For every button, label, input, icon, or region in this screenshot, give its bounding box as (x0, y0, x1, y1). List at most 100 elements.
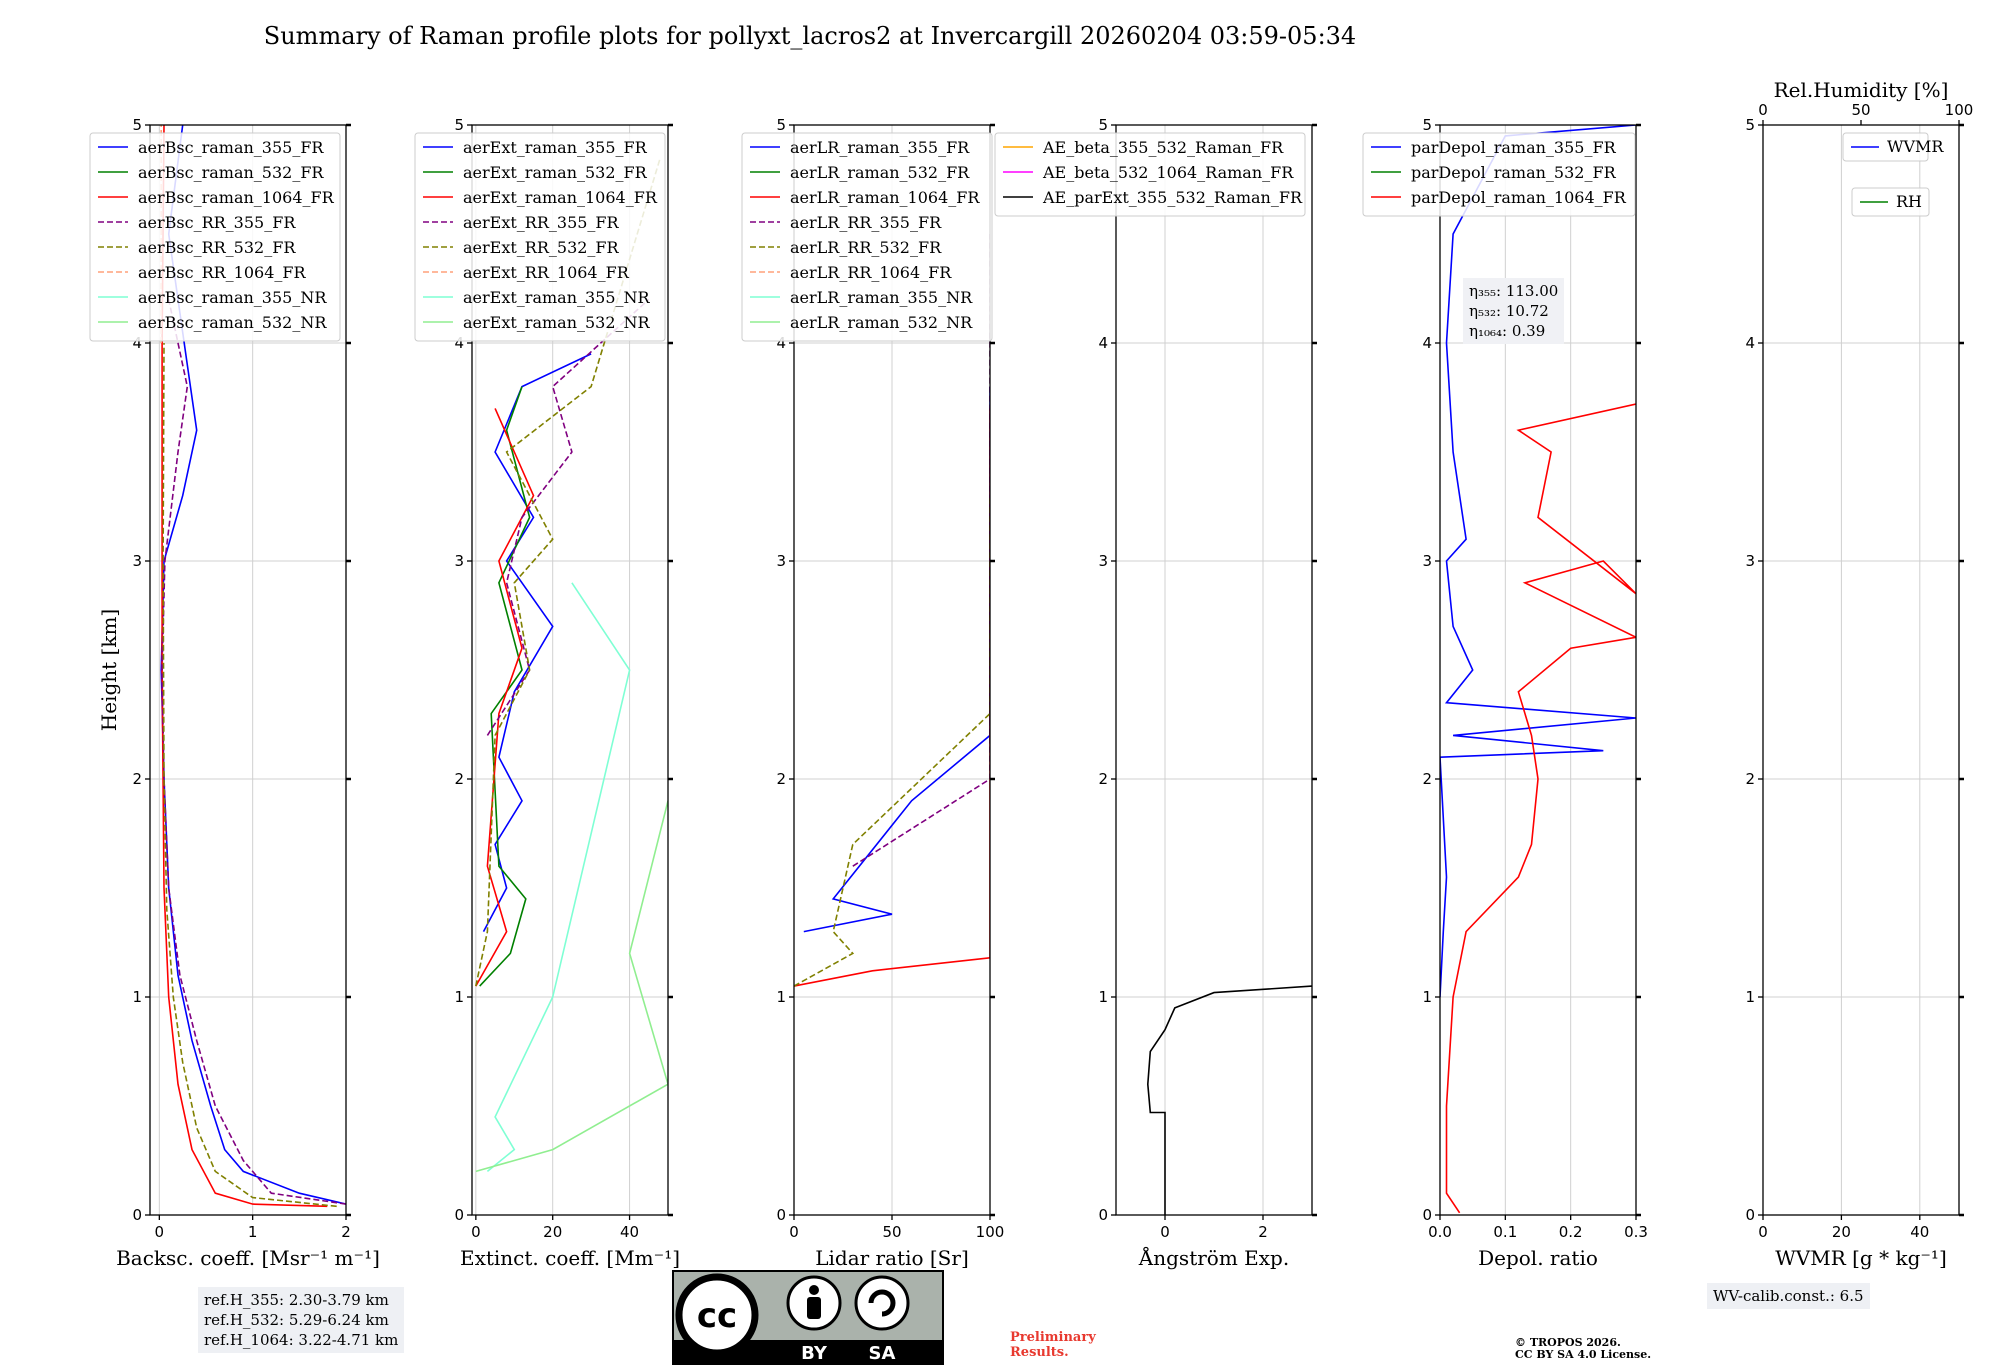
ytick-label: 4 (1745, 334, 1755, 352)
legend-entry: aerExt_raman_355_NR (463, 288, 651, 307)
series-line-aerExt_RR_532_FR (475, 157, 662, 987)
ytick-label: 2 (1745, 770, 1755, 788)
legend-entry: aerExt_raman_1064_FR (463, 188, 658, 207)
xtick-label: 0.0 (1428, 1223, 1452, 1241)
ref-height-532: ref.H_532: 5.29-6.24 km (204, 1311, 389, 1329)
figure-title: Summary of Raman profile plots for polly… (263, 22, 1357, 50)
xtick-label: 2 (341, 1223, 351, 1241)
ytick-label: 5 (1422, 116, 1432, 134)
legend-entry: parDepol_raman_1064_FR (1411, 188, 1627, 207)
svg-text:cc: cc (697, 1296, 737, 1336)
cc-by-sa-license-badge: cc BY SA (672, 1270, 944, 1365)
ytick-label: 0 (132, 1206, 142, 1224)
legend-box (741, 132, 993, 342)
series-line-aerExt_raman_1064_FR (475, 408, 535, 987)
ytick-label: 3 (1745, 552, 1755, 570)
xtick-label: 20 (1832, 1223, 1851, 1241)
ytick-label: 1 (1098, 988, 1108, 1006)
sa-share-alike-icon (854, 1275, 910, 1331)
top-xtick-label: 0 (1758, 101, 1768, 119)
ytick-label: 2 (1422, 770, 1432, 788)
panel-ae: 0 1 2 3 4 5 0 2 Ångström Exp. AE_beta_355_532_Ram… (994, 116, 1317, 1270)
wv-calib-box: WV-calib.const.: 6.5 (1707, 1283, 1870, 1309)
ytick-label: 0 (1422, 1206, 1432, 1224)
legend-entry: aerBsc_RR_532_FR (138, 238, 296, 257)
ytick-label: 2 (776, 770, 786, 788)
legend-box (89, 132, 341, 342)
series-line-aerLR_raman_355_FR (803, 386, 990, 933)
cc-logo-icon (675, 1273, 759, 1357)
series-line-parDepol_raman_1064_FR (1445, 403, 1636, 1214)
legend-box (1842, 132, 1929, 162)
ytick-label: 2 (1098, 770, 1108, 788)
legend-entry: aerLR_raman_532_NR (790, 313, 973, 332)
series-line-parDepol_raman_355_FR (1440, 125, 1636, 998)
preliminary-line-1: Preliminary (1010, 1330, 1096, 1345)
legend-entry: AE_beta_355_532_Raman_FR (1042, 138, 1284, 157)
ytick-label: 4 (776, 334, 786, 352)
series-line-AE_parExt_355_532_Raman_FR (1146, 985, 1312, 1215)
xtick-label: 40 (1910, 1223, 1929, 1241)
legend-box (1362, 132, 1636, 217)
axes-frame (471, 124, 669, 1216)
series-line-aerExt_raman_532_NR (475, 800, 668, 1173)
series-line-aerBsc_RR_355_FR (161, 299, 346, 1205)
axes-frame (149, 124, 347, 1216)
legend-entry: aerExt_RR_532_FR (463, 238, 620, 257)
xtick-label: 0 (155, 1223, 165, 1241)
legend-entry: AE_parExt_355_532_Raman_FR (1042, 188, 1303, 207)
sa-label: SA (869, 1343, 896, 1364)
preliminary-results-note: Preliminary Results. (1010, 1330, 1096, 1360)
legend-box (994, 132, 1306, 217)
panel-bsc: 0 1 2 3 4 5 0 1 2 Backsc. coeff. [Msr⁻¹ m⁻¹] aerBs… (89, 116, 380, 1270)
xtick-label: 100 (976, 1223, 1005, 1241)
xtick-label: 1 (248, 1223, 258, 1241)
xtick-label: 0 (471, 1223, 481, 1241)
x-axis-label: Ångström Exp. (1138, 1245, 1289, 1270)
series-line-aerExt_raman_532_FR (479, 386, 531, 987)
ytick-label: 4 (132, 334, 142, 352)
x-axis-label: Extinct. coeff. [Mm⁻¹] (460, 1246, 680, 1270)
series-line-aerBsc_raman_355_FR (160, 125, 346, 1205)
series-line-aerLR_raman_1064_FR (794, 408, 990, 987)
series-group (475, 157, 668, 1173)
ref-height-355: ref.H_355: 2.30-3.79 km (204, 1291, 389, 1309)
legend-entry: aerExt_raman_532_NR (463, 313, 651, 332)
eta-1064: η₁₀₆₄: 0.39 (1469, 322, 1546, 340)
ytick-label: 3 (776, 552, 786, 570)
legend-entry: aerExt_RR_355_FR (463, 213, 620, 232)
x-axis-label: Lidar ratio [Sr] (815, 1246, 969, 1270)
legend-entry: aerBsc_raman_532_NR (138, 313, 327, 332)
wv-calib-const: WV-calib.const.: 6.5 (1713, 1287, 1864, 1305)
ytick-label: 5 (132, 116, 142, 134)
legend-box (414, 132, 666, 342)
ytick-label: 1 (1422, 988, 1432, 1006)
series-line-aerBsc_RR_532_FR (162, 342, 337, 1208)
legend-entry: aerExt_raman_532_FR (463, 163, 648, 182)
legend-entry: aerLR_raman_1064_FR (790, 188, 980, 207)
ytick-label: 3 (1422, 552, 1432, 570)
ytick-label: 5 (1098, 116, 1108, 134)
legend-entry: aerBsc_raman_1064_FR (138, 188, 335, 207)
xtick-label: 0 (1758, 1223, 1768, 1241)
top-xtick-label: 100 (1945, 101, 1974, 119)
ytick-label: 3 (132, 552, 142, 570)
ytick-label: 5 (454, 116, 464, 134)
ytick-label: 1 (776, 988, 786, 1006)
eta-532: η₅₃₂: 10.72 (1469, 302, 1549, 320)
xtick-label: 0.3 (1624, 1223, 1648, 1241)
ytick-label: 1 (454, 988, 464, 1006)
panel-dep: 0 1 2 3 4 5 0.0 0.1 0.2 0.3 Depol. ratio parDepol_r… (1362, 116, 1648, 1270)
legend-entry: parDepol_raman_355_FR (1411, 138, 1617, 157)
series-line-aerLR_RR_532_FR (794, 495, 990, 987)
legend-entry: WVMR (1887, 137, 1944, 156)
ytick-label: 3 (454, 552, 464, 570)
legend-entry: aerLR_raman_532_FR (790, 163, 970, 182)
eta-values-box: η₃₅₅: 113.00 η₅₃₂: 10.72 η₁₀₆₄: 0.39 (1463, 278, 1565, 344)
legend-entry: aerBsc_RR_1064_FR (138, 263, 307, 282)
legend-entry: aerLR_RR_532_FR (790, 238, 942, 257)
ytick-label: 4 (1098, 334, 1108, 352)
series-group (1440, 125, 1636, 1214)
